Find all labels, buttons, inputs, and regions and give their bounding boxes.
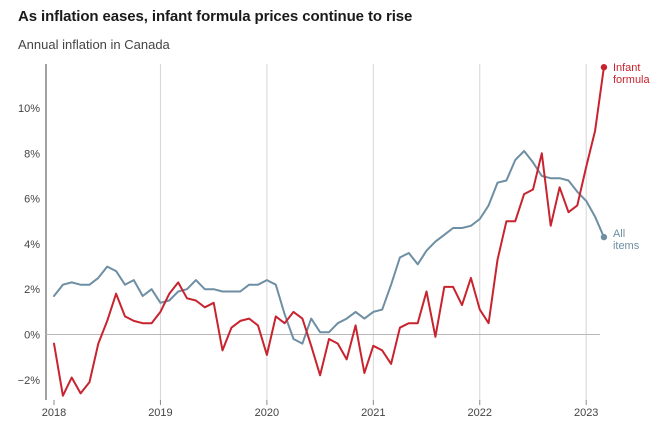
- x-tick-label: 2019: [148, 407, 172, 419]
- chart-subtitle: Annual inflation in Canada: [18, 37, 170, 52]
- end-marker-infant-formula: [600, 64, 608, 71]
- y-tick-label: 10%: [18, 103, 40, 115]
- axes: −2% 0% 2% 4% 6% 8% 10% 2018 2019 2020 2021 2022 2023: [18, 64, 600, 419]
- gridlines: [159, 64, 587, 400]
- x-tick-label: 2023: [574, 407, 598, 419]
- x-tick-label: 2020: [255, 407, 279, 419]
- series-label-all-items: items: [613, 240, 640, 252]
- y-tick-label: 8%: [24, 148, 40, 160]
- series-line-all-items: [53, 150, 605, 345]
- x-tick-label: 2022: [468, 407, 492, 419]
- y-tick-label: 2%: [24, 284, 40, 296]
- series-label-all-items: All: [613, 228, 625, 240]
- series-label-infant-formula: formula: [613, 74, 651, 86]
- series-label-infant-formula: Infant: [613, 62, 641, 74]
- y-tick-label: −2%: [18, 375, 41, 387]
- x-tick-label: 2021: [361, 407, 385, 419]
- series-lines: [53, 64, 608, 397]
- y-tick-label: 6%: [24, 194, 40, 206]
- y-tick-label: 4%: [24, 239, 40, 251]
- x-tick-label: 2018: [42, 407, 66, 419]
- chart-title: As inflation eases, infant formula price…: [18, 8, 413, 25]
- series-line-infant-formula: [53, 66, 605, 397]
- y-tick-label: 0%: [24, 330, 40, 342]
- end-marker-all-items: [600, 233, 608, 241]
